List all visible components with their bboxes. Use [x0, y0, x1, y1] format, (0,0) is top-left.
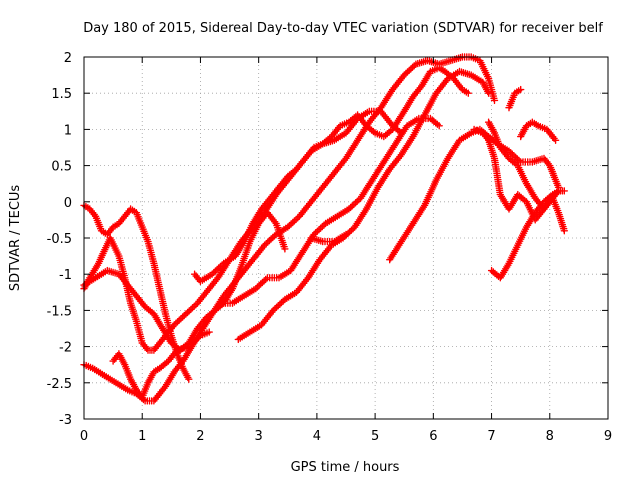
- series-track-15: [517, 118, 560, 144]
- series-track-5: [109, 328, 213, 401]
- y-tick-label: 1.5: [51, 87, 72, 102]
- axis-ticks: 0 1 2 3 4 5 6 7 8 9 -3 -2.5 -2 -1.5 -1 -0.5 0 0.5 1 1.5 2: [47, 51, 613, 444]
- series-track-14: [505, 85, 525, 112]
- x-tick-label: 6: [429, 429, 437, 444]
- y-tick-label: 0.5: [51, 160, 72, 175]
- y-tick-label: -1: [59, 268, 72, 283]
- series-marks: [307, 230, 350, 246]
- y-tick-label: 0: [64, 196, 72, 211]
- series-track-9: [307, 230, 350, 246]
- series-marks: [517, 118, 560, 144]
- series-layer: [80, 53, 568, 405]
- y-tick-label: 2: [64, 51, 72, 66]
- x-tick-label: 4: [313, 429, 321, 444]
- x-tick-label: 3: [255, 429, 263, 444]
- y-tick-label: -3: [59, 413, 72, 428]
- chart-title: Day 180 of 2015, Sidereal Day-to-day VTE…: [83, 21, 603, 36]
- x-tick-label: 2: [196, 429, 204, 444]
- series-track-12: [470, 125, 568, 235]
- x-tick-label: 0: [80, 429, 88, 444]
- series-track-6: [190, 64, 472, 286]
- grid: [84, 57, 608, 419]
- x-tick-label: 8: [546, 429, 554, 444]
- y-tick-label: -2: [59, 341, 72, 356]
- y-axis-label: SDTVAR / TECUs: [8, 185, 23, 292]
- series-track-7: [217, 114, 443, 307]
- series-marks: [217, 114, 443, 307]
- series-marks: [109, 328, 213, 401]
- x-tick-label: 5: [371, 429, 379, 444]
- series-marks: [190, 64, 472, 286]
- y-tick-label: -1.5: [47, 304, 72, 319]
- series-marks: [234, 67, 493, 344]
- series-track-8: [234, 67, 493, 344]
- series-track-13: [487, 187, 563, 282]
- series-marks: [487, 187, 563, 282]
- x-tick-label: 9: [604, 429, 612, 444]
- y-tick-label: -0.5: [47, 232, 72, 247]
- y-tick-label: -2.5: [47, 377, 72, 392]
- series-marks: [386, 125, 563, 264]
- x-tick-label: 1: [138, 429, 146, 444]
- series-marks: [470, 125, 568, 235]
- x-axis-label: GPS time / hours: [291, 460, 400, 475]
- series-marks: [505, 85, 525, 112]
- series-track-10: [386, 125, 563, 264]
- x-tick-label: 7: [487, 429, 495, 444]
- y-tick-label: 1: [64, 123, 72, 138]
